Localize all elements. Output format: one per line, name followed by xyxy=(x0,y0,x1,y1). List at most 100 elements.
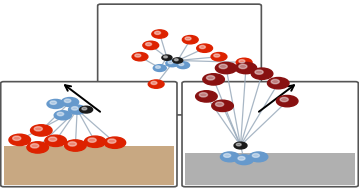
Circle shape xyxy=(251,68,273,79)
Circle shape xyxy=(199,45,205,49)
Circle shape xyxy=(51,139,63,145)
Circle shape xyxy=(59,113,69,119)
Circle shape xyxy=(224,154,231,157)
Circle shape xyxy=(9,134,31,146)
Circle shape xyxy=(177,62,190,69)
Circle shape xyxy=(258,71,270,78)
Circle shape xyxy=(47,99,64,108)
FancyBboxPatch shape xyxy=(98,4,261,115)
Circle shape xyxy=(179,63,184,66)
Circle shape xyxy=(201,46,210,51)
Circle shape xyxy=(255,70,263,74)
Circle shape xyxy=(218,104,230,110)
Circle shape xyxy=(31,125,52,136)
Circle shape xyxy=(57,112,64,116)
Circle shape xyxy=(80,106,93,113)
Circle shape xyxy=(145,43,151,46)
Circle shape xyxy=(274,81,286,87)
Circle shape xyxy=(252,154,260,157)
Circle shape xyxy=(108,139,116,143)
Circle shape xyxy=(27,142,48,153)
Circle shape xyxy=(82,107,87,110)
Circle shape xyxy=(215,62,237,74)
Circle shape xyxy=(242,66,253,72)
Circle shape xyxy=(222,66,234,72)
Circle shape xyxy=(241,61,250,65)
Circle shape xyxy=(71,143,83,149)
Circle shape xyxy=(157,32,165,37)
Circle shape xyxy=(212,100,233,112)
Circle shape xyxy=(13,136,21,140)
Circle shape xyxy=(68,142,76,146)
Circle shape xyxy=(219,64,227,69)
Circle shape xyxy=(31,144,39,148)
Circle shape xyxy=(170,62,177,66)
Circle shape xyxy=(216,55,224,60)
Circle shape xyxy=(65,140,86,151)
Circle shape xyxy=(214,54,220,57)
Circle shape xyxy=(152,30,168,38)
Circle shape xyxy=(69,105,86,114)
Circle shape xyxy=(34,127,42,131)
Circle shape xyxy=(238,144,245,148)
Circle shape xyxy=(74,108,83,113)
Circle shape xyxy=(185,37,191,40)
Circle shape xyxy=(235,155,253,165)
Circle shape xyxy=(283,99,295,105)
Circle shape xyxy=(241,158,251,163)
Circle shape xyxy=(64,99,71,102)
Circle shape xyxy=(197,44,213,52)
Circle shape xyxy=(176,59,181,62)
Circle shape xyxy=(50,101,56,104)
Circle shape xyxy=(239,64,247,69)
Circle shape xyxy=(155,66,160,68)
Circle shape xyxy=(52,102,62,107)
Circle shape xyxy=(166,60,179,67)
Circle shape xyxy=(168,61,173,64)
Circle shape xyxy=(236,58,252,67)
Circle shape xyxy=(196,91,217,102)
FancyBboxPatch shape xyxy=(1,82,177,187)
Circle shape xyxy=(135,54,141,57)
Circle shape xyxy=(187,38,196,43)
Circle shape xyxy=(255,155,265,160)
Circle shape xyxy=(202,94,214,100)
Circle shape xyxy=(153,65,166,71)
Circle shape xyxy=(220,152,239,162)
Circle shape xyxy=(15,138,27,144)
Circle shape xyxy=(61,98,79,107)
Circle shape xyxy=(215,102,224,106)
Circle shape xyxy=(37,128,49,134)
Circle shape xyxy=(48,137,57,141)
Circle shape xyxy=(206,76,215,80)
Circle shape xyxy=(239,60,245,63)
Circle shape xyxy=(164,56,167,58)
Circle shape xyxy=(84,136,106,147)
Circle shape xyxy=(162,55,172,60)
Circle shape xyxy=(33,145,45,151)
Circle shape xyxy=(151,81,157,84)
Circle shape xyxy=(182,36,198,44)
Circle shape xyxy=(66,100,76,105)
Circle shape xyxy=(249,152,268,162)
Circle shape xyxy=(181,64,188,68)
Circle shape xyxy=(157,67,164,70)
Circle shape xyxy=(148,80,164,88)
Circle shape xyxy=(45,135,66,146)
Circle shape xyxy=(111,140,122,147)
Circle shape xyxy=(271,79,279,84)
Circle shape xyxy=(199,93,208,97)
Circle shape xyxy=(211,53,227,61)
Circle shape xyxy=(173,58,183,63)
Circle shape xyxy=(174,59,178,61)
FancyBboxPatch shape xyxy=(182,82,358,187)
Circle shape xyxy=(148,44,156,48)
Circle shape xyxy=(137,55,145,60)
Circle shape xyxy=(88,138,96,142)
Circle shape xyxy=(84,108,91,112)
Circle shape xyxy=(226,155,236,160)
Circle shape xyxy=(267,77,289,89)
Circle shape xyxy=(238,156,245,160)
Circle shape xyxy=(71,107,78,110)
Circle shape xyxy=(235,62,257,74)
